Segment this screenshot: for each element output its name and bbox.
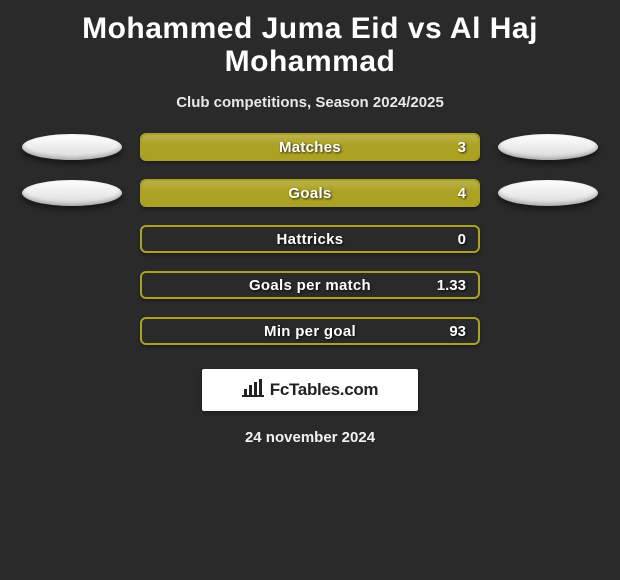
player-right-ellipse <box>498 180 598 206</box>
subtitle: Club competitions, Season 2024/2025 <box>0 84 620 133</box>
stats-rows: Matches3 Goals4 Hattricks0 Goals per match1… <box>0 133 620 345</box>
stat-row: Goals4 <box>0 179 620 207</box>
stat-label: Min per goal <box>142 319 478 343</box>
stat-bar: Matches3 <box>140 133 480 161</box>
stat-label: Hattricks <box>142 227 478 251</box>
stat-value: 0 <box>458 227 466 251</box>
brand-badge: FcTables.com <box>202 369 418 411</box>
stat-row: Min per goal93 <box>0 317 620 345</box>
date-text: 24 november 2024 <box>0 411 620 446</box>
bar-chart-icon <box>242 379 264 402</box>
stat-value: 1.33 <box>437 273 466 297</box>
player-left-ellipse <box>22 180 122 206</box>
player-left-ellipse <box>22 134 122 160</box>
player-right-ellipse <box>498 134 598 160</box>
stat-bar: Min per goal93 <box>140 317 480 345</box>
stat-row: Matches3 <box>0 133 620 161</box>
stat-value: 4 <box>458 181 466 205</box>
page-title: Mohammed Juma Eid vs Al Haj Mohammad <box>0 4 620 84</box>
stat-value: 93 <box>449 319 466 343</box>
stat-value: 3 <box>458 135 466 159</box>
stat-row: Goals per match1.33 <box>0 271 620 299</box>
stat-bar: Goals per match1.33 <box>140 271 480 299</box>
stat-label: Matches <box>142 135 478 159</box>
spacer <box>498 318 598 344</box>
spacer <box>22 318 122 344</box>
stat-bar: Goals4 <box>140 179 480 207</box>
spacer <box>498 272 598 298</box>
stat-row: Hattricks0 <box>0 225 620 253</box>
spacer <box>22 226 122 252</box>
spacer <box>498 226 598 252</box>
stat-bar: Hattricks0 <box>140 225 480 253</box>
brand-text: FcTables.com <box>270 380 379 400</box>
spacer <box>22 272 122 298</box>
stat-label: Goals <box>142 181 478 205</box>
stat-label: Goals per match <box>142 273 478 297</box>
